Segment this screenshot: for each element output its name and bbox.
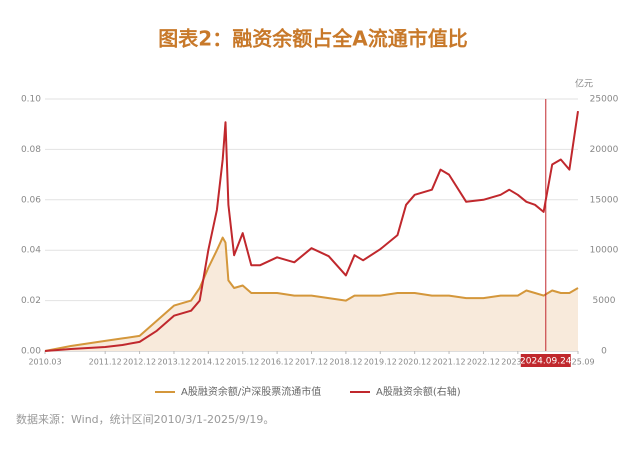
y-tick-label: 0.00 [21,347,41,357]
x-tick-label: 2018.12 [329,358,362,367]
y-tick-label: 0.08 [21,145,41,155]
line [44,236,579,352]
y2-tick-label: 10000 [590,246,619,256]
line [44,110,579,352]
chart-title: 图表2：融资余额占全A流通市值比 [158,27,467,51]
x-tick-label: 2017.12 [295,358,328,367]
x-tick-label: 2025.09 [561,358,594,367]
y-tick-label: 0.06 [21,195,41,205]
y-tick-label: 0.04 [21,246,41,256]
area [45,237,578,351]
y2-tick-label: 0 [601,347,607,357]
marker-box [520,354,571,367]
y2-tick-label: 20000 [590,145,619,155]
y-tick-label: 0.02 [21,296,41,306]
marker-label: 2024.09.24 [520,357,572,367]
y2-tick-label: 5000 [593,296,616,306]
y-tick-label: 0.10 [21,95,41,105]
x-tick-label: 2023.12 [501,358,534,367]
legend-label: A股融资余额(右轴) [376,385,461,398]
x-tick-label: 2015.12 [226,358,259,367]
x-tick-label: 2020.12 [398,358,431,367]
x-tick-label: 2014.12 [192,358,225,367]
x-tick-label: 2011.12 [89,358,122,367]
y2-tick-label: 25000 [590,95,619,105]
x-tick-label: 2016.12 [261,358,294,367]
x-tick-label: 2012.12 [123,358,156,367]
x-tick-label: 2021.12 [433,358,466,367]
y2-tick-label: 15000 [590,195,619,205]
source: 数据来源：Wind，统计区间2010/3/1-2025/9/19。 [16,412,274,426]
x-tick-label: 2013.12 [157,358,190,367]
x-tick-label: 2019.12 [364,358,397,367]
y2-axis-label: 亿元 [575,78,593,90]
x-tick-label: 2022.12 [467,358,500,367]
x-tick-label: 2010.03 [28,358,61,367]
legend-label: A股融资余额/沪深股票流通市值 [181,385,321,398]
